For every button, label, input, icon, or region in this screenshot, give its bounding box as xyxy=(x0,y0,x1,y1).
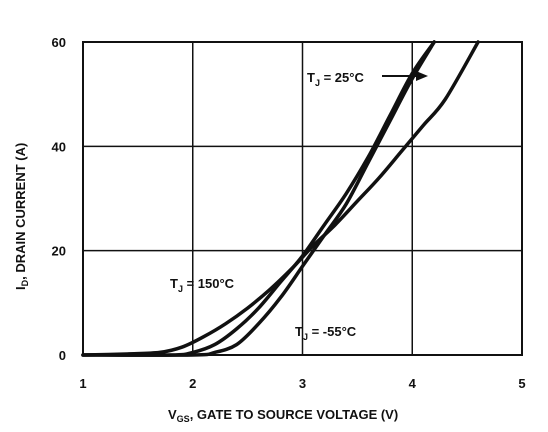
x-tick-label-5: 5 xyxy=(518,376,525,391)
x-tick-label-3: 3 xyxy=(299,376,306,391)
x-tick-label-1: 1 xyxy=(79,376,86,391)
curve-tj-150c xyxy=(81,40,480,357)
curve-tj-minus55c xyxy=(81,40,436,357)
y-tick-label-40: 40 xyxy=(52,139,66,154)
x-axis-label: VGS, GATE TO SOURCE VOLTAGE (V) xyxy=(168,407,398,424)
y-tick-label-60: 60 xyxy=(52,35,66,50)
y-tick-labels: 0 20 40 60 xyxy=(52,35,66,363)
grid-lines xyxy=(82,41,523,356)
y-tick-label-20: 20 xyxy=(52,244,66,259)
plot-border xyxy=(82,41,523,356)
curve-tj-25c xyxy=(81,40,436,357)
x-tick-label-4: 4 xyxy=(409,376,417,391)
y-axis-label: ID, DRAIN CURRENT (A) xyxy=(13,143,30,290)
arrow-tj-25c xyxy=(382,71,428,81)
x-tick-label-2: 2 xyxy=(189,376,196,391)
label-tj-150c: TJ = 150°C xyxy=(170,276,235,294)
series-layer xyxy=(81,40,480,357)
plot-frame xyxy=(82,41,523,356)
y-tick-label-0: 0 xyxy=(59,348,66,363)
x-tick-labels: 1 2 3 4 5 xyxy=(79,376,525,391)
label-tj-minus55c: TJ = -55°C xyxy=(295,324,357,342)
label-tj-25c: TJ = 25°C xyxy=(307,70,364,88)
